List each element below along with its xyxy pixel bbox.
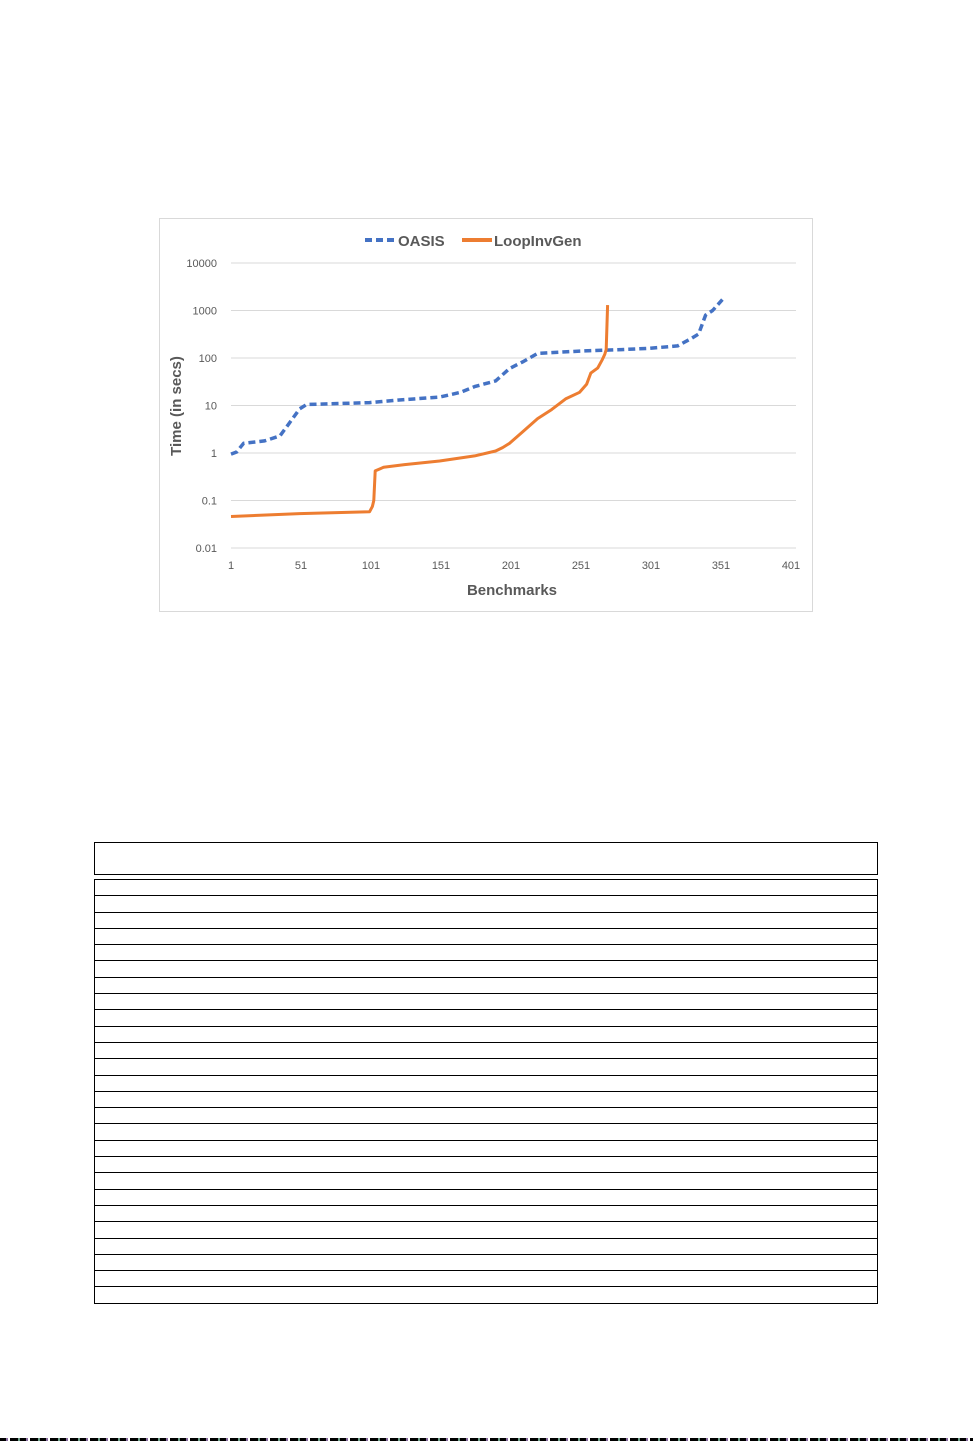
- table-row: [95, 1141, 877, 1158]
- y-tick-label: 0.01: [196, 543, 217, 555]
- results-table: [94, 879, 878, 1304]
- table-row: [95, 1108, 877, 1125]
- table-row: [95, 1010, 877, 1027]
- x-tick-label: 151: [432, 560, 450, 572]
- table-row: [95, 1027, 877, 1043]
- x-tick-label: 101: [362, 560, 380, 572]
- x-tick-label: 201: [502, 560, 520, 572]
- table-row: [95, 961, 877, 978]
- y-tick-label: 0.1: [202, 496, 217, 508]
- x-tick-label: 51: [295, 560, 307, 572]
- y-axis-tick-labels: 10000 1000 100 10 1 0.1 0.01: [186, 258, 217, 555]
- table-header-box: [94, 842, 878, 875]
- legend-label-loopinvgen: LoopInvGen: [494, 233, 582, 250]
- x-tick-label: 301: [642, 560, 660, 572]
- table-row: [95, 1255, 877, 1272]
- x-tick-label: 401: [782, 560, 800, 572]
- legend-label-oasis: OASIS: [398, 233, 445, 250]
- table-row: [95, 880, 877, 897]
- chart-legend: OASIS LoopInvGen: [365, 233, 582, 250]
- table-row: [95, 978, 877, 995]
- table-row: [95, 929, 877, 946]
- page-footer-strip: [0, 1438, 973, 1441]
- y-tick-label: 1: [211, 448, 217, 460]
- table-row: [95, 1239, 877, 1255]
- table-row: [95, 1092, 877, 1109]
- y-tick-label: 10: [205, 401, 217, 413]
- table-row: [95, 1173, 877, 1190]
- chart-container: OASIS LoopInvGen 10000 1000 100 10 1 0.1 0.01 …: [159, 218, 813, 612]
- table-row: [95, 945, 877, 962]
- table-row: [95, 1076, 877, 1092]
- x-axis-title: Benchmarks: [467, 582, 557, 599]
- runtime-chart: OASIS LoopInvGen 1000010001001010.10.01 …: [168, 233, 800, 599]
- table-row: [95, 1043, 877, 1060]
- table-row: [95, 913, 877, 929]
- table-row: [95, 1222, 877, 1239]
- table-row: [95, 1124, 877, 1141]
- loopinvgen-series-line: [230, 305, 610, 518]
- y-tick-label: 100: [199, 353, 217, 365]
- x-tick-label: 251: [572, 560, 590, 572]
- x-tick-label: 1: [228, 560, 234, 572]
- table-row: [95, 1271, 877, 1288]
- x-axis-tick-labels: 1 51 101 151 201 251 301 351 401: [228, 560, 800, 572]
- table-row: [95, 1190, 877, 1206]
- y-tick-label: 1000: [193, 306, 217, 318]
- x-tick-label: 351: [712, 560, 730, 572]
- table-row: [95, 896, 877, 913]
- table-row: [95, 1059, 877, 1076]
- y-axis-title: Time (in secs): [168, 356, 185, 456]
- oasis-series-line: [230, 298, 724, 456]
- table-row: [95, 1206, 877, 1223]
- table-row: [95, 1157, 877, 1174]
- y-tick-label: 10000: [186, 258, 217, 270]
- table-row: [95, 1287, 877, 1302]
- table-row: [95, 994, 877, 1011]
